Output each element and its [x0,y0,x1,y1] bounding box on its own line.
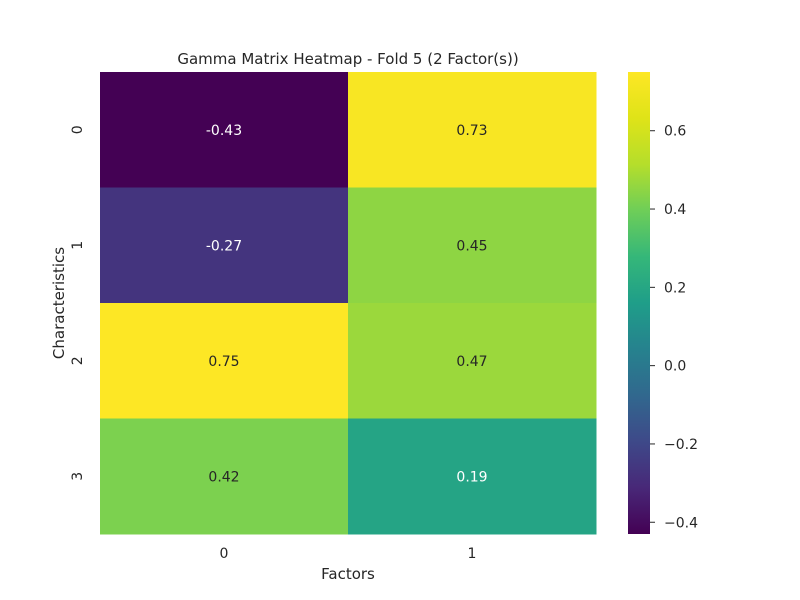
cell-value-label: -0.43 [206,123,242,139]
cell-value-label: 0.75 [208,354,239,370]
x-tick-label: 0 [220,546,229,562]
y-tick-label: 0 [70,125,86,134]
y-tick-label: 1 [70,241,86,250]
colorbar-tick-label: −0.4 [664,515,698,531]
cell-value-label: 0.19 [456,469,487,485]
heatmap-cell [348,187,597,304]
colorbar-tick-label: 0.0 [664,359,686,375]
heatmap-cells: -0.43 0.73 -0.27 0.45 0.75 0.47 0.42 0.19 [100,72,597,535]
heatmap-cell [348,418,597,535]
heatmap-cell [348,303,597,419]
cell-value-label: 0.45 [456,238,487,254]
heatmap-cell [100,418,349,535]
heatmap-cell [100,303,349,419]
colorbar-tick-label: 0.4 [664,202,686,218]
cell-value-label: 0.47 [456,354,487,370]
colorbar-gradient [628,72,650,534]
y-tick-label: 2 [70,356,86,365]
colorbar-tick-label: −0.2 [664,437,698,453]
colorbar: −0.4 −0.2 0.0 0.2 0.4 0.6 [628,72,698,534]
cell-value-label: 0.73 [456,123,487,139]
y-axis-ticks: 0 1 2 3 [70,125,86,480]
cell-value-label: 0.42 [208,469,239,485]
cell-value-label: -0.27 [206,238,242,254]
chart-title: Gamma Matrix Heatmap - Fold 5 (2 Factor(… [177,50,518,68]
colorbar-tick-label: 0.6 [664,124,686,140]
colorbar-tick-label: 0.2 [664,280,686,296]
x-tick-label: 1 [468,546,477,562]
heatmap-cell [100,72,349,188]
heatmap-cell [100,187,349,304]
y-tick-label: 3 [70,472,86,481]
y-axis-label: Characteristics [50,247,68,359]
heatmap-cell [348,72,597,188]
x-axis-label: Factors [321,565,375,583]
